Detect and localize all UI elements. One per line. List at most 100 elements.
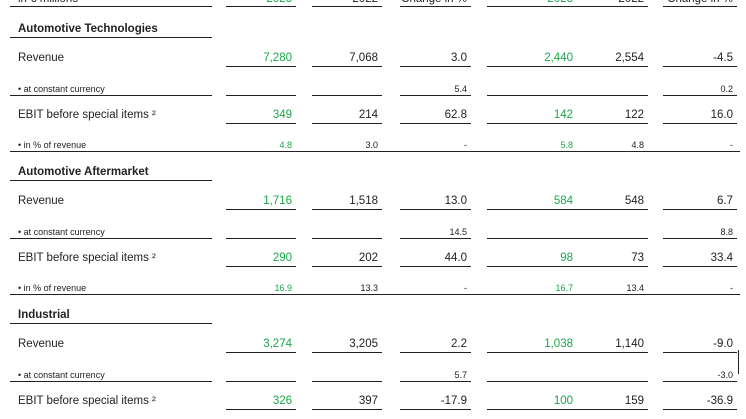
- sub-row-label: • at constant currency: [18, 84, 105, 94]
- sub-row-label: • at constant currency: [18, 370, 105, 380]
- table-cell: -9.0: [713, 338, 733, 350]
- section-end-rule: [10, 151, 740, 152]
- cell-rule: [226, 381, 296, 382]
- cell-rule: [663, 238, 737, 239]
- table-cell: 1,518: [349, 195, 378, 207]
- cell-rule: [577, 381, 648, 382]
- row-label: Revenue: [18, 195, 65, 207]
- sub-row-label: • at constant currency: [18, 227, 105, 237]
- column-header-1: 2023: [266, 0, 292, 6]
- header-rule-col-2: [312, 6, 382, 7]
- table-cell: 214: [358, 109, 378, 121]
- cell-rule: [400, 352, 471, 353]
- table-cell: 326: [272, 395, 292, 407]
- cell-rule: [487, 66, 577, 67]
- table-cell: -: [730, 140, 733, 150]
- table-cell: -4.5: [713, 52, 733, 64]
- sub-row-label: • in % of revenue: [18, 140, 87, 150]
- cell-rule: [312, 95, 382, 96]
- header-rule-col-6: [663, 6, 737, 7]
- row-label: Revenue: [18, 338, 65, 350]
- cell-rule: [226, 409, 296, 410]
- cell-rule: [487, 266, 577, 267]
- table-cell: 5.7: [454, 370, 467, 380]
- table-cell: 8.8: [720, 227, 733, 237]
- label-rule: [10, 381, 212, 382]
- table-cell: 290: [272, 252, 292, 264]
- table-cell: 4.8: [279, 140, 292, 150]
- table-cell: 2.2: [451, 338, 467, 350]
- row-label: EBIT before special items ²: [18, 252, 156, 264]
- cell-rule: [312, 409, 382, 410]
- table-cell: 5.8: [560, 140, 573, 150]
- header-rule-col-1: [226, 6, 296, 7]
- table-cell: 33.4: [710, 252, 733, 264]
- row-label: EBIT before special items ²: [18, 109, 156, 121]
- row-label: Revenue: [18, 52, 65, 64]
- cell-rule: [400, 95, 471, 96]
- row-label: EBIT before special items ²: [18, 395, 156, 407]
- section-title: Industrial: [18, 309, 70, 321]
- cell-rule: [312, 266, 382, 267]
- table-cell: 44.0: [444, 252, 467, 264]
- cell-rule: [400, 209, 471, 210]
- table-cell: 1,140: [615, 338, 644, 350]
- table-cell: 3,205: [349, 338, 378, 350]
- table-cell: 16.9: [274, 283, 292, 293]
- cell-rule: [663, 95, 737, 96]
- table-cell: 0.2: [720, 84, 733, 94]
- table-cell: -: [730, 283, 733, 293]
- cell-rule: [663, 123, 737, 124]
- cell-rule: [577, 209, 648, 210]
- header-rule-label: [10, 6, 212, 7]
- table-cell: 13.3: [360, 283, 378, 293]
- table-cell: 159: [624, 395, 644, 407]
- table-cell: 349: [272, 109, 292, 121]
- cell-rule: [577, 266, 648, 267]
- sub-row-label: • in % of revenue: [18, 283, 87, 293]
- cell-rule: [226, 95, 296, 96]
- column-header-3: Change in %: [401, 0, 467, 6]
- cell-rule: [226, 66, 296, 67]
- cell-rule: [487, 381, 577, 382]
- table-cell: 397: [358, 395, 378, 407]
- cell-rule: [312, 352, 382, 353]
- table-cell: 62.8: [444, 109, 467, 121]
- cell-rule: [226, 352, 296, 353]
- table-cell: 100: [553, 395, 573, 407]
- table-cell: 98: [560, 252, 573, 264]
- table-cell: 13.0: [444, 195, 467, 207]
- section-title-rule: [10, 180, 212, 181]
- cell-rule: [663, 66, 737, 67]
- header-rule-col-5: [577, 6, 648, 7]
- table-cell: 202: [358, 252, 378, 264]
- column-header-4: 2023: [547, 0, 573, 6]
- table-cell: 5.4: [454, 84, 467, 94]
- cell-rule: [226, 123, 296, 124]
- table-cell: -17.9: [440, 395, 467, 407]
- cell-rule: [663, 266, 737, 267]
- cell-rule: [663, 209, 737, 210]
- table-cell: -: [464, 283, 467, 293]
- table-cell: 16.0: [710, 109, 733, 121]
- table-cell: -: [464, 140, 467, 150]
- cell-rule: [577, 352, 648, 353]
- cell-rule: [487, 409, 577, 410]
- table-cell: 7,280: [263, 52, 292, 64]
- table-cell: 73: [631, 252, 644, 264]
- column-header-6: Change in %: [667, 0, 733, 6]
- cell-rule: [577, 409, 648, 410]
- label-rule: [10, 238, 212, 239]
- header-rule-col-4: [487, 6, 577, 7]
- unit-label: in € millions: [18, 0, 78, 6]
- cell-rule: [312, 123, 382, 124]
- cell-rule: [400, 66, 471, 67]
- cell-rule: [400, 266, 471, 267]
- cell-rule: [663, 409, 737, 410]
- cell-rule: [226, 209, 296, 210]
- table-cell: 6.7: [717, 195, 733, 207]
- table-cell: 2,554: [615, 52, 644, 64]
- cell-rule: [577, 66, 648, 67]
- table-cell: 3,274: [263, 338, 292, 350]
- cell-rule: [577, 238, 648, 239]
